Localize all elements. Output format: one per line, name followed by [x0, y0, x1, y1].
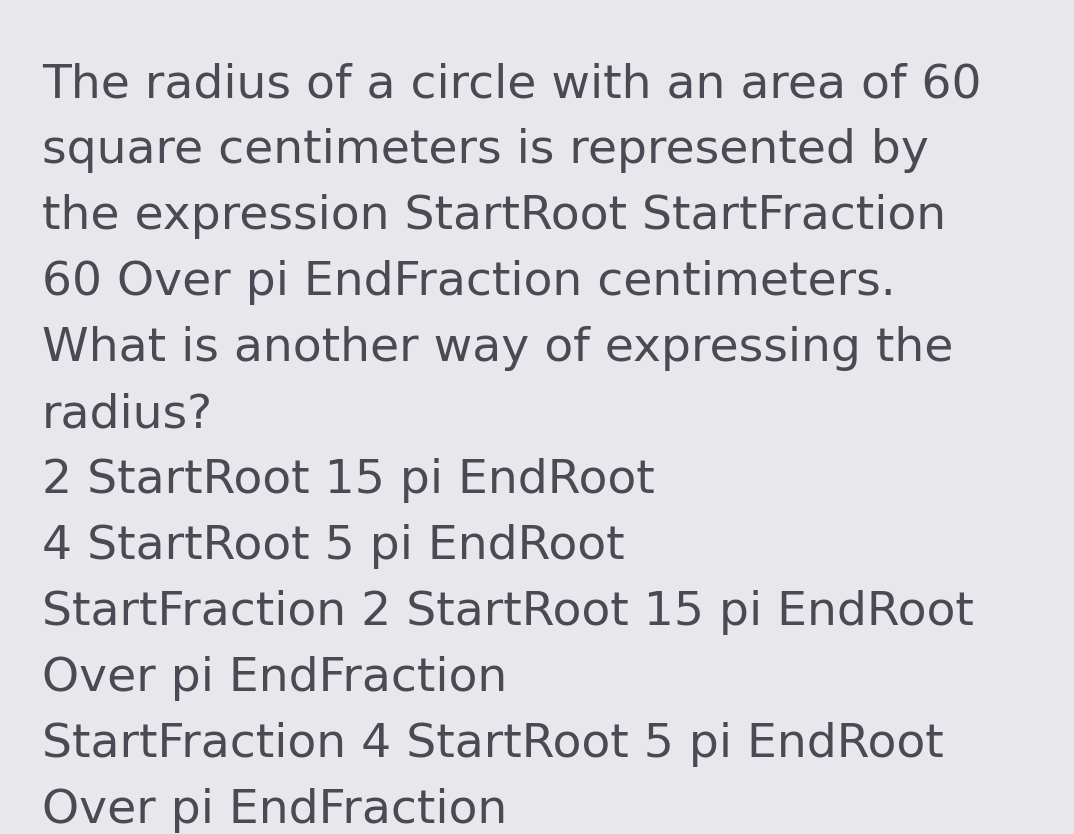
Text: What is another way of expressing the: What is another way of expressing the: [42, 326, 954, 371]
Text: Over pi EndFraction: Over pi EndFraction: [42, 788, 507, 833]
Text: The radius of a circle with an area of 60: The radius of a circle with an area of 6…: [42, 62, 982, 107]
Text: square centimeters is represented by: square centimeters is represented by: [42, 128, 929, 173]
Text: StartFraction 4 StartRoot 5 pi EndRoot: StartFraction 4 StartRoot 5 pi EndRoot: [42, 722, 944, 767]
Text: Over pi EndFraction: Over pi EndFraction: [42, 656, 507, 701]
Text: 4 StartRoot 5 pi EndRoot: 4 StartRoot 5 pi EndRoot: [42, 524, 625, 569]
Text: 60 Over pi EndFraction centimeters.: 60 Over pi EndFraction centimeters.: [42, 260, 896, 305]
Text: the expression StartRoot StartFraction: the expression StartRoot StartFraction: [42, 194, 946, 239]
Text: radius?: radius?: [42, 392, 213, 437]
Text: 2 StartRoot 15 pi EndRoot: 2 StartRoot 15 pi EndRoot: [42, 458, 655, 503]
Text: StartFraction 2 StartRoot 15 pi EndRoot: StartFraction 2 StartRoot 15 pi EndRoot: [42, 590, 974, 635]
